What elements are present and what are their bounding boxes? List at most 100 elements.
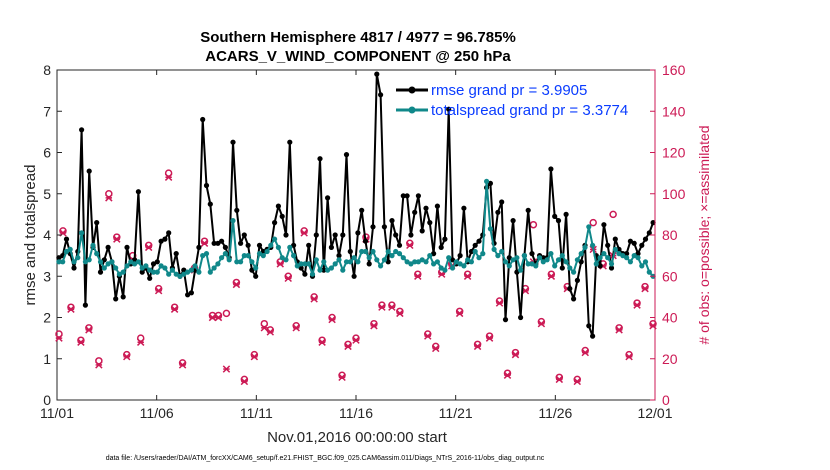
series-point-rmse xyxy=(567,286,573,292)
series-point-totalspread xyxy=(533,263,539,269)
series-point-rmse xyxy=(317,156,323,162)
series-point-rmse xyxy=(124,244,130,250)
series-point-totalspread xyxy=(298,261,304,267)
obs-assimilated-marker xyxy=(136,338,145,346)
series-point-totalspread xyxy=(453,259,459,265)
legend-totalspread-label: totalspread grand pr = 3.3774 xyxy=(431,102,628,119)
obs-assimilated-marker xyxy=(455,309,464,318)
obs-assimilated-marker xyxy=(222,365,231,373)
obs-assimilated-marker xyxy=(292,324,300,332)
obs-assimilated-marker xyxy=(406,241,414,250)
series-point-totalspread xyxy=(582,244,588,250)
series-point-totalspread xyxy=(510,257,516,263)
series-point-totalspread xyxy=(321,259,327,265)
series-point-rmse xyxy=(359,207,365,213)
obs-assimilated-marker xyxy=(170,305,179,313)
y-tick-label-left: 6 xyxy=(43,145,51,161)
obs-assimilated-marker xyxy=(511,350,520,359)
series-point-rmse xyxy=(612,236,618,242)
series-point-rmse xyxy=(82,302,88,308)
series-point-rmse xyxy=(434,203,440,209)
series-point-totalspread xyxy=(578,251,584,257)
series-point-rmse xyxy=(158,238,164,244)
series-point-totalspread xyxy=(60,259,66,265)
series-point-rmse xyxy=(336,253,342,259)
series-point-totalspread xyxy=(563,259,569,265)
legend-totalspread-marker xyxy=(408,106,416,114)
series-point-totalspread xyxy=(249,259,255,265)
series-point-totalspread xyxy=(537,255,543,261)
series-point-rmse xyxy=(200,116,206,123)
x-tick-label: 12/01 xyxy=(637,405,672,421)
series-point-rmse xyxy=(343,152,350,158)
series-point-rmse xyxy=(586,323,592,329)
series-point-totalspread xyxy=(393,248,399,255)
series-point-rmse xyxy=(272,220,278,226)
y-tick-label-right: 20 xyxy=(662,351,678,367)
series-point-totalspread xyxy=(571,269,577,275)
obs-assimilated-marker xyxy=(388,303,396,311)
obs-assimilated-marker xyxy=(581,348,589,357)
series-point-totalspread xyxy=(173,271,179,277)
series-point-totalspread xyxy=(215,261,221,267)
series-point-totalspread xyxy=(408,261,414,267)
obs-assimilated-marker xyxy=(240,377,249,386)
obs-possible-marker xyxy=(589,218,597,227)
series-point-rmse xyxy=(461,205,467,211)
obs-possible-marker xyxy=(222,309,231,318)
series-point-totalspread xyxy=(120,269,126,275)
obs-assimilated-marker xyxy=(214,313,223,322)
obs-possible-marker xyxy=(609,210,617,219)
series-point-totalspread xyxy=(559,253,565,259)
series-point-totalspread xyxy=(586,224,592,230)
legend-rmse-label: rmse grand pr = 3.9905 xyxy=(431,82,587,99)
series-point-totalspread xyxy=(601,251,607,257)
y-tick-label-left: 0 xyxy=(43,392,51,408)
series-point-rmse xyxy=(374,71,380,77)
series-point-totalspread xyxy=(593,261,599,267)
series-point-rmse xyxy=(510,218,516,224)
series-point-totalspread xyxy=(620,253,626,259)
series-point-totalspread xyxy=(552,263,558,269)
series-point-rmse xyxy=(355,230,361,236)
y-tick-label-left: 5 xyxy=(43,186,51,202)
series-point-totalspread xyxy=(67,246,73,252)
series-point-rmse xyxy=(627,238,634,244)
x-tick-label: 11/06 xyxy=(140,405,174,421)
series-point-rmse xyxy=(415,193,421,199)
series-point-rmse xyxy=(571,296,577,302)
y-tick-label-right: 40 xyxy=(662,310,678,326)
series-point-totalspread xyxy=(238,259,244,265)
series-point-totalspread xyxy=(544,257,550,263)
series-point-totalspread xyxy=(396,251,403,257)
series-point-totalspread xyxy=(476,255,482,261)
series-point-rmse xyxy=(249,267,255,273)
series-point-rmse xyxy=(188,290,194,296)
series-point-rmse xyxy=(608,265,615,271)
series-point-rmse xyxy=(207,201,213,207)
series-point-totalspread xyxy=(336,257,342,263)
series-point-rmse xyxy=(529,251,535,257)
plot-area xyxy=(56,69,656,401)
series-point-rmse xyxy=(502,317,509,323)
series-point-totalspread xyxy=(260,253,266,259)
series-point-rmse xyxy=(408,232,414,238)
series-point-rmse xyxy=(563,211,569,217)
series-point-totalspread xyxy=(105,261,111,267)
series-point-totalspread xyxy=(631,253,637,259)
series-point-rmse xyxy=(63,236,70,242)
series-point-totalspread xyxy=(79,230,85,236)
series-point-totalspread xyxy=(366,255,372,261)
y-tick-label-right: 160 xyxy=(662,62,686,78)
obs-assimilated-marker xyxy=(573,377,581,386)
obs-assimilated-marker xyxy=(370,322,378,330)
obs-assimilated-marker xyxy=(250,352,259,361)
series-point-rmse xyxy=(287,139,293,145)
series-point-rmse xyxy=(423,205,429,211)
series-point-totalspread xyxy=(518,267,524,273)
series-point-rmse xyxy=(154,259,160,265)
series-point-totalspread xyxy=(635,255,641,261)
series-point-totalspread xyxy=(177,273,183,279)
y-tick-label-right: 100 xyxy=(662,186,686,202)
series-point-totalspread xyxy=(431,261,437,267)
